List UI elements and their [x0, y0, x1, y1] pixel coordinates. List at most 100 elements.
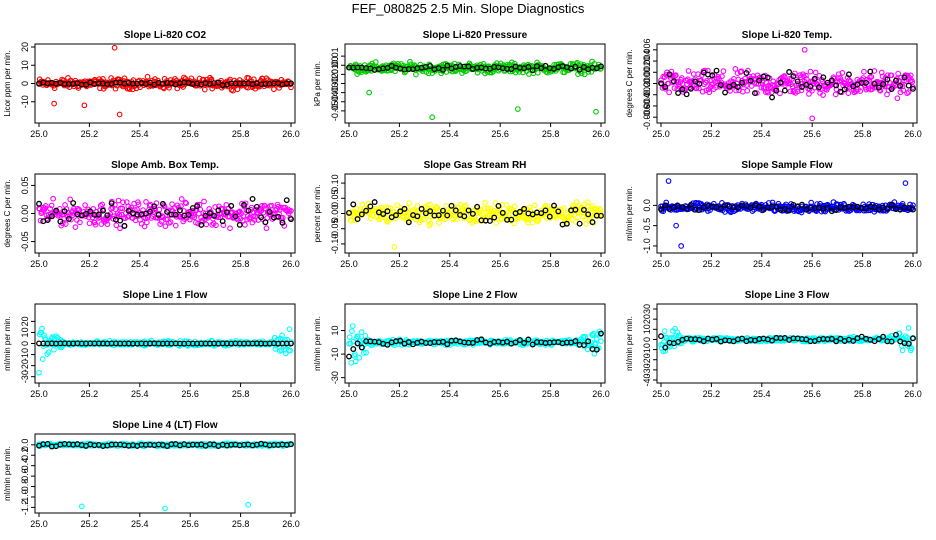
data-point — [786, 75, 793, 82]
data-point — [212, 204, 219, 210]
highlight-point — [824, 204, 831, 211]
data-point — [67, 196, 74, 203]
highlight-point — [687, 201, 694, 208]
outlier-point — [162, 505, 168, 512]
data-point — [42, 202, 49, 209]
y-tick-label: -0.04 — [330, 91, 340, 112]
highlight-point — [354, 340, 361, 347]
data-point — [152, 76, 158, 82]
highlight-point — [521, 340, 528, 346]
x-tick-label: 26.0 — [282, 389, 300, 399]
outlier-point — [116, 111, 123, 118]
y-tick-label: -0.05 — [20, 231, 30, 252]
data-point — [904, 334, 910, 341]
highlight-point — [478, 336, 485, 343]
highlight-point — [384, 208, 391, 215]
data-point — [868, 73, 875, 80]
y-axis-label: ml/min per min. — [3, 446, 12, 501]
y-tick-label: 0.00 — [20, 205, 30, 223]
data-point — [427, 220, 434, 227]
highlight-point — [662, 202, 669, 209]
outlier-point — [81, 102, 88, 109]
y-tick-label: -0.5 — [642, 218, 652, 234]
y-tick-label: -10 — [642, 343, 652, 356]
highlight-point — [734, 205, 741, 212]
data-point — [807, 68, 814, 75]
data-point — [423, 212, 430, 219]
x-tick-label: 25.4 — [753, 129, 771, 139]
highlight-point — [350, 201, 357, 208]
highlight-point — [692, 78, 699, 85]
highlight-point — [448, 202, 455, 209]
x-tick-label: 26.0 — [904, 389, 922, 399]
highlight-point — [262, 219, 269, 226]
outlier-point — [902, 180, 909, 186]
y-tick-label: 0.10 — [330, 174, 340, 192]
highlight-point — [223, 209, 230, 216]
data-points — [36, 195, 294, 232]
y-tick-label: 10 — [330, 326, 340, 336]
y-tick-label: -1.0 — [20, 489, 30, 505]
data-point — [535, 217, 542, 223]
data-point — [272, 346, 279, 352]
chart-panel-9: Slope Line 3 Flow ml/min per min. 25.0 25.2… — [625, 290, 922, 399]
chart-title: Slope Line 1 Flow — [123, 290, 208, 301]
x-tick-label: 26.0 — [904, 259, 922, 269]
highlight-point — [418, 205, 425, 212]
data-point — [905, 89, 912, 95]
data-point — [662, 347, 669, 354]
data-point — [201, 86, 208, 93]
data-point — [832, 91, 839, 98]
data-point — [394, 202, 401, 209]
data-point — [183, 200, 190, 207]
highlight-point — [910, 335, 916, 342]
data-point — [201, 198, 207, 205]
highlight-point — [253, 203, 260, 210]
chart-title: Slope Sample Flow — [741, 160, 832, 171]
data-point — [895, 70, 901, 77]
data-point — [598, 338, 604, 344]
data-point — [197, 206, 204, 213]
data-point — [263, 225, 270, 232]
plot-frame — [344, 303, 606, 384]
x-tick-label: 25.6 — [491, 389, 509, 399]
highlight-point — [414, 213, 421, 220]
highlight-point — [241, 201, 247, 208]
highlight-point — [275, 213, 282, 220]
highlight-point — [232, 213, 239, 220]
y-axis-label: percent per min. — [313, 185, 322, 243]
outlier-point — [366, 89, 373, 96]
data-point — [908, 345, 915, 352]
x-tick-label: 25.0 — [340, 259, 358, 269]
y-tick-label: 0.0 — [20, 439, 30, 452]
highlight-point — [837, 335, 844, 342]
x-tick-label: 25.8 — [232, 519, 250, 529]
data-point — [144, 73, 151, 80]
highlight-point — [44, 440, 51, 447]
outlier-point — [51, 100, 57, 107]
data-points — [36, 325, 294, 376]
data-point — [737, 69, 744, 75]
data-point — [282, 350, 289, 357]
x-tick-label: 25.4 — [131, 389, 149, 399]
plot-frame — [34, 433, 296, 514]
chart-title: Slope Line 2 Flow — [433, 290, 518, 301]
chart-title: Slope Li-820 Pressure — [423, 30, 528, 41]
highlight-point — [249, 196, 256, 202]
highlight-point — [730, 81, 737, 88]
data-point — [798, 87, 805, 94]
highlight-point — [901, 74, 908, 81]
data-point — [247, 214, 253, 221]
highlight-point — [773, 87, 780, 94]
highlight-point — [380, 211, 387, 217]
highlight-point — [258, 214, 265, 221]
y-axis-label: kPa per min. — [313, 61, 322, 106]
data-point — [666, 89, 673, 96]
highlight-point — [734, 84, 741, 90]
data-point — [735, 76, 742, 83]
y-axis-label: ml/min per min. — [313, 316, 322, 371]
data-point — [143, 219, 150, 226]
data-point — [288, 207, 294, 214]
data-point — [50, 195, 56, 202]
x-tick-label: 25.8 — [854, 389, 872, 399]
